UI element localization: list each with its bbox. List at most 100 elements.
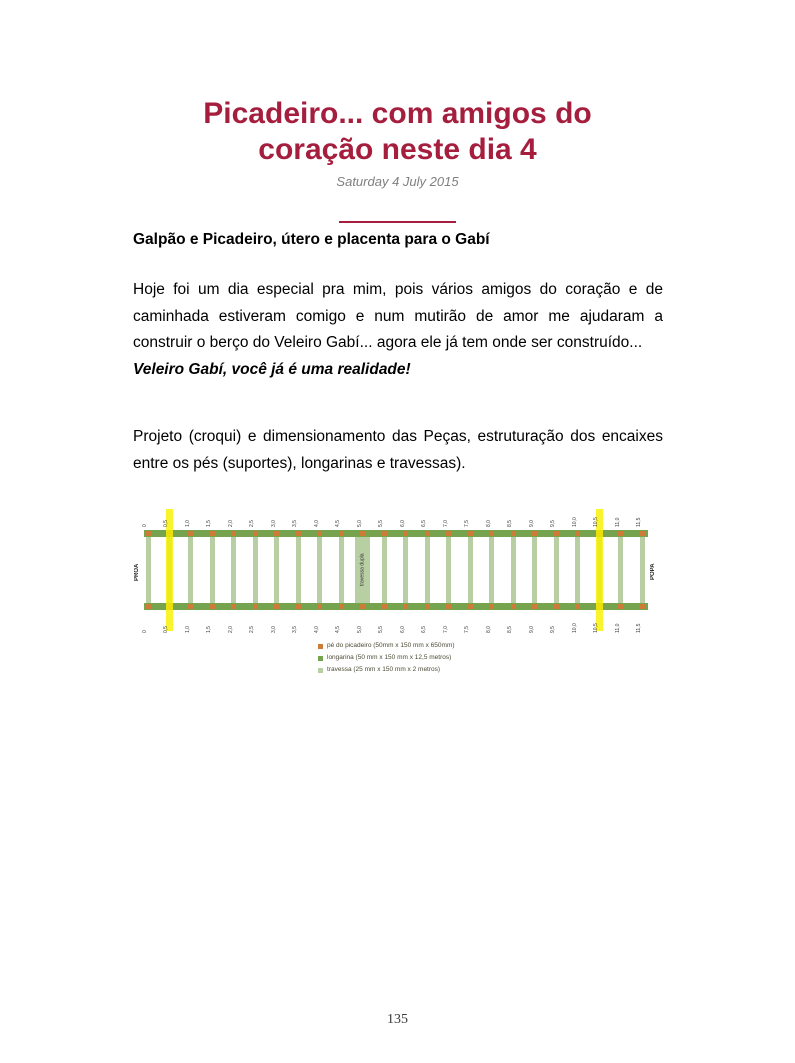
tick-label-top: 1,5 <box>206 520 213 527</box>
picadeiro-diagram: travessa dupla 0 0 0,5 0,5 1,0 1,0 1,5 1,5 2,0 2,0… <box>134 506 660 638</box>
tick-label-top: 8,0 <box>485 520 492 527</box>
pe-marker <box>424 531 430 536</box>
pe-marker <box>446 531 452 536</box>
tick-label-bottom: 1,0 <box>184 626 191 633</box>
tick-label-bottom: 6,5 <box>421 626 428 633</box>
pe-marker <box>317 531 323 536</box>
tick-label-top: 5,5 <box>378 520 385 527</box>
tick-label-top: 2,0 <box>227 520 234 527</box>
yellow-highlight-bar <box>165 509 173 631</box>
paragraph-1-text: Hoje foi um dia especial pra mim, pois v… <box>133 281 663 351</box>
tick-label-bottom: 11,0 <box>614 623 621 633</box>
post-date: Saturday 4 July 2015 <box>336 174 459 189</box>
pe-marker <box>489 604 495 609</box>
pe-marker <box>446 604 452 609</box>
travessa-bar <box>209 530 215 610</box>
pe-marker <box>424 604 430 609</box>
legend-swatch-icon <box>318 643 323 649</box>
travessa-bar <box>381 530 387 610</box>
pe-marker <box>188 604 194 609</box>
double-travessa-bar: travessa dupla <box>355 530 371 610</box>
pe-marker <box>489 531 495 536</box>
tick-label-bottom: 2,0 <box>227 626 234 633</box>
paragraph-1: Hoje foi um dia especial pra mim, pois v… <box>133 277 663 383</box>
pe-marker <box>338 531 344 536</box>
tick-label-top: 2,5 <box>249 520 256 527</box>
tick-label-top: 6,5 <box>421 520 428 527</box>
pe-marker <box>553 604 559 609</box>
tick-label-bottom: 5,0 <box>356 626 363 633</box>
travessa-bar <box>317 530 323 610</box>
title-line-2: coração neste dia 4 <box>258 133 537 166</box>
tick-label-top: 11,5 <box>636 517 642 527</box>
pe-marker <box>338 604 344 609</box>
tick-label-bottom: 6,0 <box>399 626 406 633</box>
pe-marker <box>639 531 645 536</box>
pe-marker <box>467 531 473 536</box>
tick-label-top: 8,5 <box>507 520 514 527</box>
title-divider <box>339 221 456 223</box>
pe-marker <box>231 531 237 536</box>
legend-item: longarina (50 mm x 150 mm x 12,5 metros) <box>318 652 455 664</box>
travessa-bar <box>467 530 473 610</box>
tick-label-bottom: 7,5 <box>464 626 471 633</box>
article-heading: Galpão e Picadeiro, útero e placenta par… <box>133 231 490 248</box>
travessa-bar <box>424 530 430 610</box>
tick-label-top: 0 <box>142 524 148 527</box>
post-header: Picadeiro... com amigos do coração neste … <box>0 96 795 189</box>
tick-label-top: 5,0 <box>356 520 363 527</box>
tick-label-bottom: 4,5 <box>335 626 342 633</box>
pe-marker <box>403 604 409 609</box>
pe-marker <box>403 531 409 536</box>
pe-marker <box>381 531 387 536</box>
tick-label-top: 9,0 <box>528 520 535 527</box>
pe-marker <box>553 531 559 536</box>
pe-marker <box>532 604 538 609</box>
legend-item: travessa (25 mm x 150 mm x 2 metros) <box>318 664 455 676</box>
pe-marker <box>575 604 581 609</box>
diagram-legend: pé do picadeiro (50mm x 150 mm x 650mm) l… <box>318 640 455 676</box>
tick-label-top: 0,5 <box>163 520 170 527</box>
tick-label-top: 10,5 <box>593 517 600 527</box>
pe-marker <box>145 604 151 609</box>
tick-label-top: 4,5 <box>335 520 342 527</box>
bottom-longarina-bar <box>144 603 648 610</box>
proa-label: PROA <box>134 563 140 581</box>
pe-marker <box>252 604 258 609</box>
travessa-bar <box>446 530 452 610</box>
travessa-bar <box>295 530 301 610</box>
tick-label-bottom: 9,5 <box>550 626 557 633</box>
pe-marker <box>274 531 280 536</box>
tick-label-bottom: 7,0 <box>442 626 449 633</box>
legend-label: travessa (25 mm x 150 mm x 2 metros) <box>327 666 441 673</box>
top-longarina-bar <box>144 530 648 537</box>
travessa-bar <box>489 530 495 610</box>
tick-label-bottom: 0 <box>142 630 148 633</box>
travessa-bar <box>145 530 151 610</box>
pe-marker <box>618 604 624 609</box>
yellow-highlight-bar <box>595 509 603 631</box>
pe-marker <box>510 604 516 609</box>
tick-label-bottom: 0,5 <box>163 626 170 633</box>
pe-marker <box>145 531 151 536</box>
page-title: Picadeiro... com amigos do coração neste … <box>0 96 795 168</box>
tick-label-bottom: 10,0 <box>571 623 578 633</box>
pe-marker <box>381 604 387 609</box>
pe-marker <box>231 604 237 609</box>
pe-marker <box>467 604 473 609</box>
pe-marker <box>618 531 624 536</box>
tick-label-top: 7,0 <box>442 520 449 527</box>
pe-marker <box>639 604 645 609</box>
travessa-bar <box>575 530 581 610</box>
tick-label-top: 1,0 <box>184 520 191 527</box>
tick-label-bottom: 9,0 <box>528 626 535 633</box>
page-number: 135 <box>387 1012 408 1027</box>
travessa-bar <box>618 530 624 610</box>
pe-marker <box>295 604 301 609</box>
pe-marker <box>575 531 581 536</box>
tick-label-bottom: 1,5 <box>206 626 213 633</box>
picadeiro-figure: travessa dupla 0 0 0,5 0,5 1,0 1,0 1,5 1,5 2,0 2,0… <box>134 506 660 686</box>
travessa-bar <box>403 530 409 610</box>
pe-marker <box>317 604 323 609</box>
